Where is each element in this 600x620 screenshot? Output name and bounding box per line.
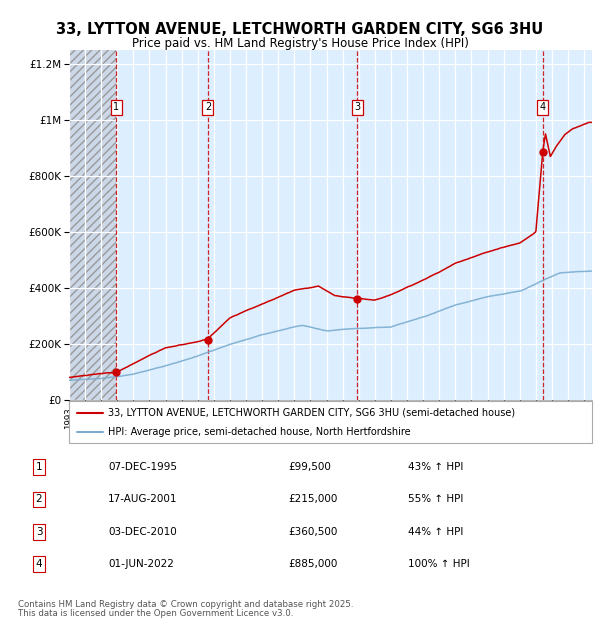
Text: 33, LYTTON AVENUE, LETCHWORTH GARDEN CITY, SG6 3HU (semi-detached house): 33, LYTTON AVENUE, LETCHWORTH GARDEN CIT… [108,407,515,417]
Text: 1: 1 [35,463,43,472]
Text: £99,500: £99,500 [288,463,331,472]
FancyBboxPatch shape [69,401,592,443]
Text: 44% ↑ HPI: 44% ↑ HPI [408,527,463,537]
Bar [69,50,116,400]
Text: £885,000: £885,000 [288,559,337,569]
Text: 100% ↑ HPI: 100% ↑ HPI [408,559,470,569]
Text: 43% ↑ HPI: 43% ↑ HPI [408,463,463,472]
Text: 03-DEC-2010: 03-DEC-2010 [108,527,177,537]
Text: £215,000: £215,000 [288,495,337,505]
Text: Price paid vs. HM Land Registry's House Price Index (HPI): Price paid vs. HM Land Registry's House … [131,37,469,50]
Text: 3: 3 [355,102,361,112]
Text: 55% ↑ HPI: 55% ↑ HPI [408,495,463,505]
Text: 4: 4 [35,559,43,569]
Text: 2: 2 [35,495,43,505]
Text: £360,500: £360,500 [288,527,337,537]
Text: 07-DEC-1995: 07-DEC-1995 [108,463,177,472]
Text: 3: 3 [35,527,43,537]
Text: 33, LYTTON AVENUE, LETCHWORTH GARDEN CITY, SG6 3HU: 33, LYTTON AVENUE, LETCHWORTH GARDEN CIT… [56,22,544,37]
Text: This data is licensed under the Open Government Licence v3.0.: This data is licensed under the Open Gov… [18,609,293,618]
Text: HPI: Average price, semi-detached house, North Hertfordshire: HPI: Average price, semi-detached house,… [108,427,411,437]
Text: Contains HM Land Registry data © Crown copyright and database right 2025.: Contains HM Land Registry data © Crown c… [18,600,353,609]
Text: 01-JUN-2022: 01-JUN-2022 [108,559,174,569]
Text: 2: 2 [205,102,211,112]
Text: 17-AUG-2001: 17-AUG-2001 [108,495,178,505]
Text: 4: 4 [539,102,545,112]
Text: 1: 1 [113,102,119,112]
